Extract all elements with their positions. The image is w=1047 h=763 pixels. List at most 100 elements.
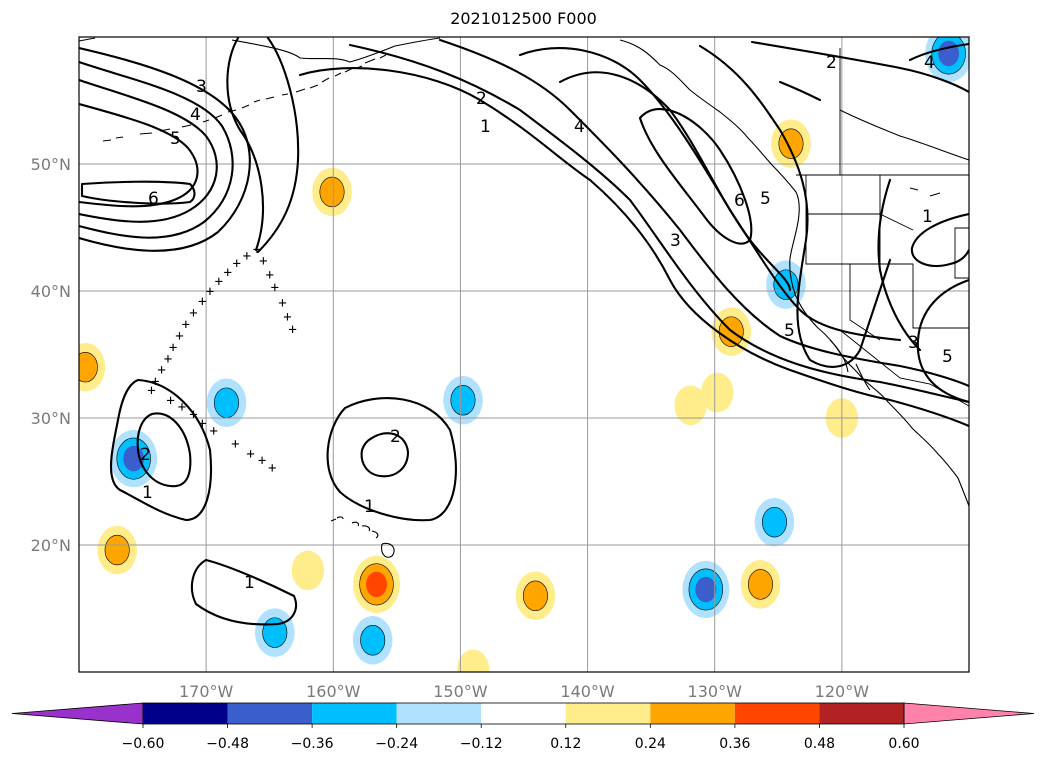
contour-label-1: 1: [922, 207, 933, 227]
anomaly-blob: [754, 497, 795, 547]
anomaly-fill-level: [761, 506, 787, 538]
track-marker: +: [288, 322, 296, 338]
lat-tick-label: 50°N: [31, 155, 71, 174]
colorbar-tick-label: −0.12: [460, 736, 503, 752]
colorbar-tick-label: −0.24: [375, 736, 418, 752]
track-marker: +: [243, 248, 251, 264]
anomaly-fill-level: [214, 387, 239, 418]
anomaly-fill-level: [104, 534, 130, 566]
aleutian-islands: [102, 54, 387, 142]
track-marker: +: [169, 340, 177, 356]
contour-lines: [79, 37, 969, 626]
lat-tick-label: 20°N: [31, 536, 71, 555]
anomaly-blob: [206, 378, 247, 427]
track-marker: +: [246, 447, 254, 463]
contour-label-4: 4: [190, 105, 201, 125]
lon-tick-label: 150°W: [433, 682, 488, 701]
track-marker: +: [271, 280, 279, 296]
track-marker: +: [210, 424, 218, 440]
contour-label-2: 2: [140, 445, 151, 465]
contour-label-1: 1: [480, 117, 491, 137]
track-marker: +: [268, 461, 276, 477]
track-marker: +: [253, 242, 261, 258]
track-marker: +: [259, 254, 267, 270]
anomaly-blob: [456, 649, 490, 672]
anomaly-blob: [701, 372, 734, 413]
anomaly-fill-level: [748, 569, 773, 600]
anomaly-blob: [352, 616, 393, 665]
colorbar-segment: [819, 703, 904, 724]
colorbar-frame: [142, 702, 905, 725]
anomaly-blob: [291, 550, 325, 591]
anomaly-blob: [674, 385, 707, 426]
contour-label-2: 2: [390, 427, 401, 447]
track-marker: +: [182, 317, 190, 333]
contour-label-group: 6 5 4 3 2 1 4 3 6 5 5 2 4 1 5 3 2 1 2 1 …: [140, 53, 953, 593]
contour-label-3: 3: [670, 231, 681, 251]
contour-label-5: 5: [170, 129, 181, 149]
colorbar-tick-label: 0.36: [719, 736, 750, 752]
contour-label-5: 5: [760, 189, 771, 209]
track-marker: +: [178, 400, 186, 416]
contour-label-4: 4: [574, 117, 585, 137]
anomaly-fill-level: [319, 176, 345, 208]
anomaly-fill-level: [366, 571, 387, 598]
north-america-west-coastline: [619, 39, 969, 507]
anomaly-fill-level: [291, 550, 325, 591]
anomaly-fill-level: [522, 580, 548, 611]
track-marker: +: [151, 374, 159, 390]
anomaly-fill-level: [938, 40, 960, 67]
lon-tick-label: 130°W: [688, 682, 743, 701]
storm-track-markers: ++++++++++++++++ + ++ +++ + +++++++: [147, 242, 297, 476]
track-marker: +: [206, 284, 214, 300]
longitude-labels: 170°W 160°W 150°W 140°W 130°W 120°W: [179, 682, 869, 701]
contour-label-1: 1: [244, 573, 255, 593]
colorbar-segment: [481, 703, 566, 724]
anomaly-fill-level: [773, 269, 799, 300]
anomaly-blob: [312, 167, 352, 217]
track-marker: +: [157, 363, 165, 379]
colorbar-tick-labels: −0.60 −0.48 −0.36 −0.24 −0.12 0.12 0.24 0.36 0.4…: [122, 724, 920, 752]
contour-label-1: 1: [142, 483, 153, 503]
contour-label-1: 1: [364, 497, 375, 517]
contour-label-4: 4: [924, 53, 935, 73]
anomaly-blob: [515, 571, 556, 620]
track-marker: +: [147, 383, 155, 399]
gridlines: [79, 37, 969, 672]
anomaly-fill-level: [695, 576, 717, 603]
anomaly-blob: [443, 376, 483, 425]
colorbar-segment: [227, 703, 313, 724]
track-marker: +: [231, 436, 239, 452]
track-marker: +: [198, 416, 206, 432]
colorbar-segment: [143, 703, 228, 724]
contour-label-6: 6: [148, 189, 159, 209]
track-marker: +: [278, 295, 286, 311]
lon-tick-label: 120°W: [815, 682, 870, 701]
contour-label-6: 6: [734, 191, 745, 211]
contour-label-5: 5: [784, 321, 795, 341]
track-marker: +: [265, 267, 273, 283]
anomaly-fill-level: [456, 649, 490, 672]
hawaii-islands: [330, 516, 395, 558]
contour-label-3: 3: [908, 333, 919, 353]
colorbar-segment: [396, 703, 482, 724]
track-marker: +: [164, 351, 172, 367]
anomaly-fill-level: [701, 372, 734, 413]
alaska-coastline: [79, 37, 441, 63]
lon-tick-label: 140°W: [560, 682, 615, 701]
colorbar-extend-high: [903, 702, 1035, 725]
track-marker: +: [198, 294, 206, 310]
colorbar-segment: [312, 703, 397, 724]
lat-tick-label: 30°N: [31, 409, 71, 428]
anomaly-blob: [79, 343, 106, 392]
shaded-anomaly-layer: [79, 37, 969, 672]
track-marker: +: [166, 393, 174, 409]
anomaly-fill-level: [79, 352, 98, 383]
colorbar-segment: [734, 703, 820, 724]
colorbar-tick-label: 0.60: [888, 736, 919, 752]
map-plot-area: 6 5 4 3 2 1 4 3 6 5 5 2 4 1 5 3 2 1 2 1 …: [79, 37, 969, 672]
coastlines: [79, 37, 969, 558]
contour-label-5: 5: [942, 347, 953, 367]
lon-tick-label: 160°W: [306, 682, 361, 701]
